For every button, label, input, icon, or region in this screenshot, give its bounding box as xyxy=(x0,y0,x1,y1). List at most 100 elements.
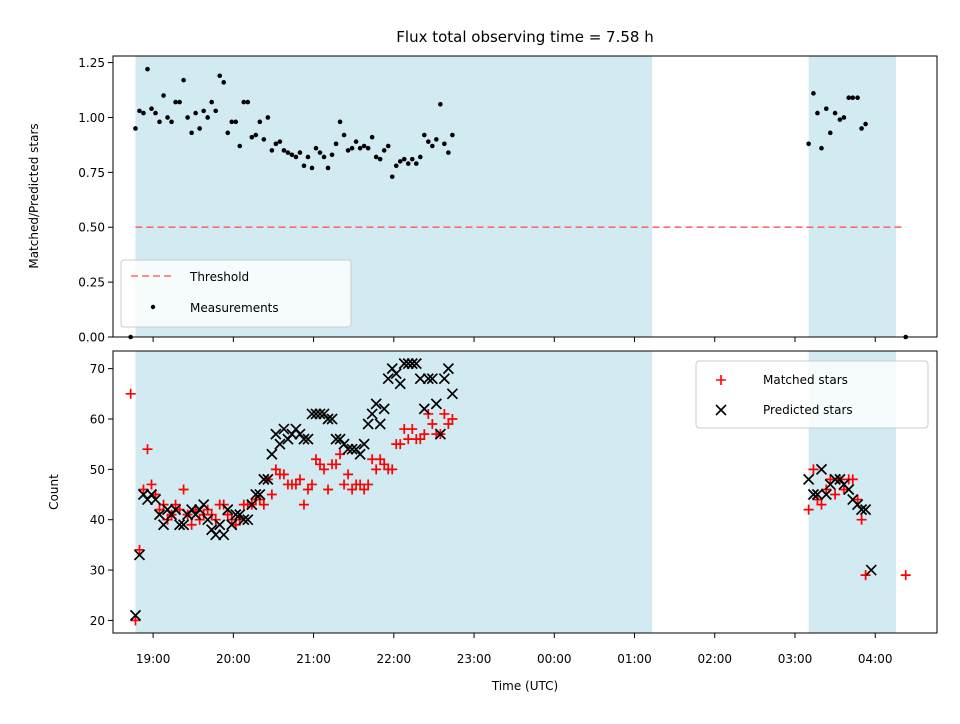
measurement-point xyxy=(345,148,351,153)
predicted-star-point xyxy=(418,403,430,415)
count-legend: Matched stars Predicted stars xyxy=(695,360,929,429)
measurement-point xyxy=(261,137,267,142)
matched-star-point xyxy=(816,499,827,510)
measurement-point xyxy=(811,91,816,96)
measurement-point xyxy=(133,126,138,131)
measurement-point xyxy=(815,110,820,116)
predicted-star-point xyxy=(342,443,354,455)
measurement-point xyxy=(357,145,363,151)
matched-star-point xyxy=(395,439,406,450)
matched-star-point xyxy=(266,489,277,500)
measurement-point xyxy=(341,132,347,138)
predicted-star-point xyxy=(865,564,877,576)
y-tick-label: 40 xyxy=(90,513,105,527)
measurement-point xyxy=(157,119,162,125)
predicted-star-point xyxy=(406,357,418,370)
predicted-star-point xyxy=(133,549,146,561)
measurement-point xyxy=(221,80,227,85)
predicted-star-point xyxy=(322,413,334,425)
measurement-point xyxy=(397,159,403,164)
measurement-point xyxy=(353,139,359,144)
matched-star-point xyxy=(375,454,386,465)
y-tick-label: 70 xyxy=(90,362,105,376)
predicted-star-point xyxy=(843,483,855,496)
predicted-star-point xyxy=(414,373,426,385)
measurement-point xyxy=(426,139,431,144)
measurement-point xyxy=(438,101,443,107)
predicted-legend-swatch xyxy=(715,404,727,416)
predicted-star-point xyxy=(157,519,170,531)
predicted-star-point xyxy=(354,448,366,460)
measurement-point xyxy=(361,143,367,149)
predicted-star-point xyxy=(222,504,234,516)
measurement-point xyxy=(293,154,299,160)
predicted-star-point xyxy=(178,519,190,531)
measurement-point xyxy=(241,99,247,105)
x-tick-label: 03:00 xyxy=(778,652,813,666)
predicted-star-point xyxy=(218,529,230,541)
matched-star-point xyxy=(439,408,450,419)
measurement-point xyxy=(413,161,419,166)
measurement-point xyxy=(269,148,275,153)
measurement-point xyxy=(145,66,150,72)
measurement-point xyxy=(321,154,327,160)
measurement-point xyxy=(450,132,455,138)
measurement-point xyxy=(277,139,283,144)
measurement-point xyxy=(197,126,202,131)
y-tick-label: 0.25 xyxy=(78,276,105,290)
measurement-point xyxy=(333,141,339,147)
predicted-star-point xyxy=(278,423,290,435)
observing-interval-shade xyxy=(808,56,897,337)
matched-star-point xyxy=(347,484,358,495)
y-tick-label: 60 xyxy=(90,412,105,426)
y-tick-label: 30 xyxy=(90,564,105,578)
measurement-point xyxy=(297,150,303,155)
matched-star-point xyxy=(186,519,197,530)
predicted-star-point xyxy=(246,498,258,511)
measurement-point xyxy=(855,95,860,101)
matched-star-point xyxy=(343,469,354,480)
measurement-point xyxy=(430,143,435,149)
matched-star-point xyxy=(379,459,390,470)
matched-star-point xyxy=(427,419,438,430)
predicted-star-point xyxy=(149,493,162,506)
measurement-point xyxy=(245,99,251,105)
predicted-star-point xyxy=(266,448,278,460)
count-axes-ticks: 20 30 40 50 60 70 xyxy=(90,362,876,638)
measurement-point xyxy=(405,161,411,166)
predicted-star-point xyxy=(198,498,210,511)
measurement-point xyxy=(393,163,399,169)
predicted-star-point xyxy=(202,514,214,526)
measurement-point xyxy=(369,134,375,140)
matched-star-point xyxy=(387,464,398,475)
count-panel: 20 30 40 50 60 70 Count 19:00 20:00 21:00 22:00 2… xyxy=(47,350,938,693)
predicted-star-point xyxy=(446,388,458,400)
matched-star-point xyxy=(270,464,281,475)
y-tick-label: 1.00 xyxy=(78,111,105,125)
matched-star-point xyxy=(363,479,374,490)
measurement-point xyxy=(205,115,210,120)
measurement-legend-label: Measurements xyxy=(190,301,279,315)
y-tick-label: 20 xyxy=(90,614,105,628)
predicted-star-point xyxy=(430,398,442,410)
matched-star-point xyxy=(331,459,342,470)
predicted-star-point xyxy=(262,473,274,486)
measurement-point xyxy=(177,99,182,105)
chart-title: Flux total observing time = 7.58 h xyxy=(396,28,653,46)
measurement-point xyxy=(201,108,206,114)
predicted-star-point xyxy=(238,514,250,526)
predicted-star-point xyxy=(855,504,868,516)
matched-star-point xyxy=(142,444,153,455)
matched-star-point xyxy=(302,484,313,495)
measurement-point xyxy=(846,95,852,101)
x-tick-label: 23:00 xyxy=(457,652,492,666)
measurement-point xyxy=(446,150,451,155)
matched-star-point xyxy=(443,419,454,430)
predicted-star-point xyxy=(210,529,222,541)
predicted-star-point xyxy=(811,488,824,501)
predicted-star-point xyxy=(362,418,374,430)
measurement-point xyxy=(377,156,383,162)
predicted-star-point xyxy=(270,428,282,440)
measurement-point xyxy=(381,148,387,153)
predicted-star-point xyxy=(398,357,410,370)
